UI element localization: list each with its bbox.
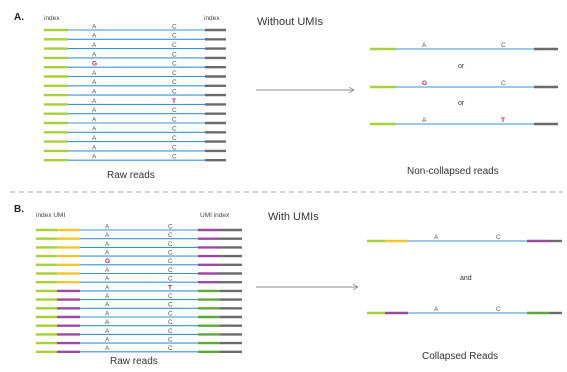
base-label-first: G <box>105 258 110 265</box>
base-label-first: A <box>92 70 97 77</box>
base-label-second: T <box>168 284 172 291</box>
base-label-first: A <box>92 126 97 133</box>
base-label-second: C <box>172 61 177 68</box>
and-connector: and <box>460 275 472 282</box>
base-label-first: A <box>92 42 97 49</box>
panel-a-raw-caption: Raw reads <box>107 170 155 181</box>
base-label-first: G <box>92 61 97 68</box>
base-label-second: C <box>172 126 177 133</box>
base-label-second: C <box>172 51 177 58</box>
base-label-second: C <box>168 223 173 230</box>
result-base-second: T <box>501 117 505 124</box>
base-label-second: C <box>168 328 173 335</box>
panel-b-result-caption: Collapsed Reads <box>422 351 498 362</box>
base-label-second: C <box>172 70 177 77</box>
base-label-first: A <box>92 135 97 142</box>
index-right-label: index <box>204 15 220 22</box>
result-base-first: G <box>422 80 427 87</box>
base-label-second: C <box>172 79 177 86</box>
base-label-second: C <box>168 258 173 265</box>
base-label-first: A <box>92 33 97 40</box>
panel-a-result-caption: Non-collapsed reads <box>407 166 499 177</box>
or-connector-1: or <box>458 63 465 70</box>
base-label-first: A <box>92 51 97 58</box>
base-label-first: A <box>105 337 110 344</box>
base-label-first: A <box>105 276 110 283</box>
panel-b-result-reads: A C A C <box>367 234 562 315</box>
base-label-first: A <box>92 23 97 30</box>
base-label-first: A <box>92 79 97 86</box>
base-label-second: C <box>172 33 177 40</box>
base-label-second: C <box>172 154 177 161</box>
base-label-second: C <box>172 135 177 142</box>
result-base-second: C <box>501 80 506 87</box>
base-label-first: A <box>92 154 97 161</box>
base-label-second: C <box>168 310 173 317</box>
result-base-second: C <box>496 234 501 241</box>
panel-a-raw-reads: A C A C A C A C G C A C A C A C A T A C A C A C A C A C A C <box>44 23 226 162</box>
result-base-first: A <box>422 42 427 49</box>
base-label-second: C <box>168 250 173 257</box>
base-label-second: C <box>168 276 173 283</box>
result-base-first: A <box>422 117 427 124</box>
base-label-first: A <box>105 223 110 230</box>
base-label-second: C <box>168 293 173 300</box>
base-label-first: A <box>105 241 110 248</box>
base-label-first: A <box>105 267 110 274</box>
base-label-second: C <box>168 302 173 309</box>
base-label-second: C <box>172 89 177 96</box>
base-label-first: A <box>92 144 97 151</box>
or-connector-2: or <box>458 100 465 107</box>
base-label-first: A <box>92 89 97 96</box>
base-label-first: A <box>105 284 110 291</box>
panel-b-raw-caption: Raw reads <box>110 356 158 367</box>
panel-a-title: Without UMIs <box>257 16 324 28</box>
panel-b-label: B. <box>14 204 24 215</box>
base-label-second: C <box>172 23 177 30</box>
base-label-first: A <box>105 250 110 257</box>
result-base-first: A <box>434 234 439 241</box>
base-label-second: C <box>168 337 173 344</box>
base-label-second: C <box>168 267 173 274</box>
base-label-second: C <box>168 345 173 352</box>
panel-b-raw-reads: A C A C A C A C G C A C A C A T A C A C A C A C A C A C A C <box>36 223 242 353</box>
base-label-second: C <box>168 232 173 239</box>
base-label-first: A <box>92 107 97 114</box>
base-label-second: C <box>172 42 177 49</box>
base-label-first: A <box>105 232 110 239</box>
panel-a-label: A. <box>14 12 24 23</box>
umi-index-right-label: UMI index <box>200 212 230 219</box>
base-label-second: C <box>168 241 173 248</box>
index-umi-left-label: index UMI <box>36 212 65 219</box>
base-label-second: C <box>172 144 177 151</box>
base-label-first: A <box>105 345 110 352</box>
panel-b-title: With UMIs <box>268 211 319 223</box>
base-label-second: C <box>172 107 177 114</box>
base-label-first: A <box>92 116 97 123</box>
result-base-second: C <box>496 306 501 313</box>
panel-a-result-reads: A C G C A T <box>370 42 558 126</box>
base-label-first: A <box>105 328 110 335</box>
base-label-first: A <box>105 319 110 326</box>
base-label-second: C <box>168 319 173 326</box>
base-label-first: A <box>105 302 110 309</box>
base-label-first: A <box>105 293 110 300</box>
base-label-second: T <box>172 98 176 105</box>
base-label-second: C <box>172 116 177 123</box>
result-base-first: A <box>434 306 439 313</box>
base-label-first: A <box>92 98 97 105</box>
index-left-label: index <box>44 15 60 22</box>
base-label-first: A <box>105 310 110 317</box>
result-base-second: C <box>501 42 506 49</box>
